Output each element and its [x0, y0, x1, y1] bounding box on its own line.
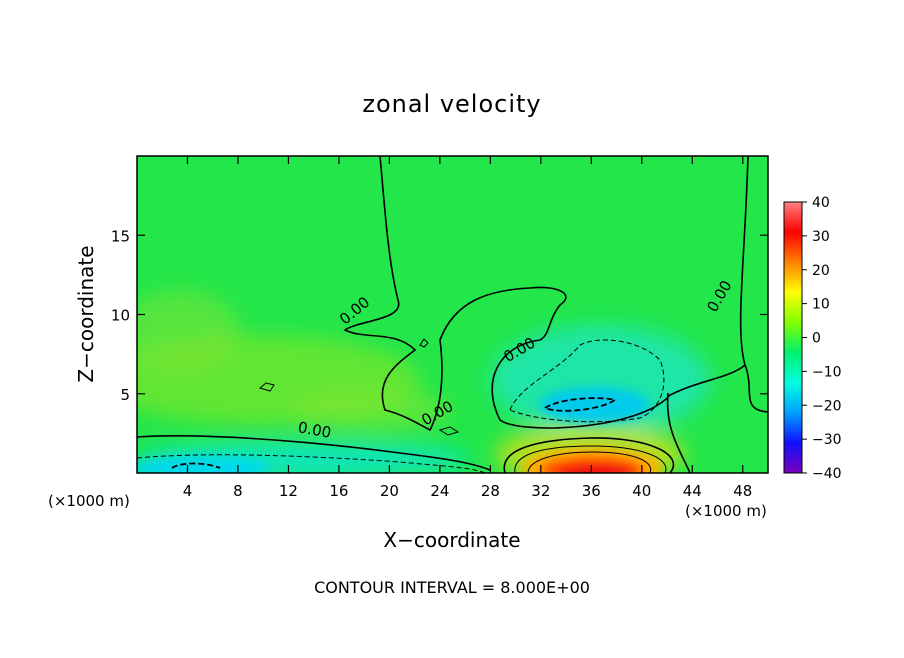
contour-thin-lines [514, 445, 667, 473]
colorbar-tick-label: −10 [812, 364, 842, 380]
y-axis-label: Z−coordinate [74, 245, 98, 382]
x-tick-label: 48 [733, 482, 752, 500]
x-tick-label: 24 [430, 482, 449, 500]
x-tick-label: 20 [380, 482, 399, 500]
y-tick-label: 15 [111, 227, 130, 245]
x-tick-label: 40 [632, 482, 651, 500]
x-tick-label: 44 [683, 482, 702, 500]
footer-contour-interval: CONTOUR INTERVAL = 8.000E+00 [314, 578, 590, 597]
colorbar-tick-label: −30 [812, 432, 842, 448]
chart-title: zonal velocity [362, 90, 541, 118]
y-tick-label: 5 [120, 386, 130, 404]
contour-zero-lines [137, 156, 768, 473]
x-tick-label: 16 [329, 482, 348, 500]
colorbar-tick-label: 20 [812, 263, 830, 279]
x-axis-unit-right: (×1000 m) [685, 502, 767, 520]
y-tick-label: 10 [111, 307, 130, 325]
x-axis-unit-left: (×1000 m) [48, 492, 130, 510]
x-tick-label: 8 [233, 482, 243, 500]
colorbar-ticks: 40 30 20 10 0 −10 −20 −30 −40 [802, 195, 842, 482]
x-axis-ticks: 4 8 12 16 20 24 28 32 36 40 44 48 [183, 156, 752, 500]
colorbar-tick-label: −40 [812, 466, 842, 482]
contour-label: 0.00 [297, 418, 333, 442]
y-axis-ticks: 5 10 15 [111, 227, 768, 404]
colorbar-tick-label: 0 [812, 331, 821, 347]
x-tick-label: 32 [531, 482, 550, 500]
colorbar-tick-label: 10 [812, 297, 830, 313]
colorbar-tick-label: −20 [812, 398, 842, 414]
colorbar-tick-label: 40 [812, 195, 830, 211]
contour-negative-lines [137, 339, 665, 473]
x-tick-label: 28 [481, 482, 500, 500]
plot-field [137, 156, 768, 473]
x-axis-label: X−coordinate [383, 528, 520, 552]
x-tick-label: 36 [582, 482, 601, 500]
contour-strong-negative-lines [171, 397, 618, 469]
x-tick-label: 4 [183, 482, 193, 500]
contour-small-loops [258, 338, 460, 436]
colorbar-tick-label: 30 [812, 229, 830, 245]
x-tick-label: 12 [279, 482, 298, 500]
colorbar [783, 201, 803, 474]
